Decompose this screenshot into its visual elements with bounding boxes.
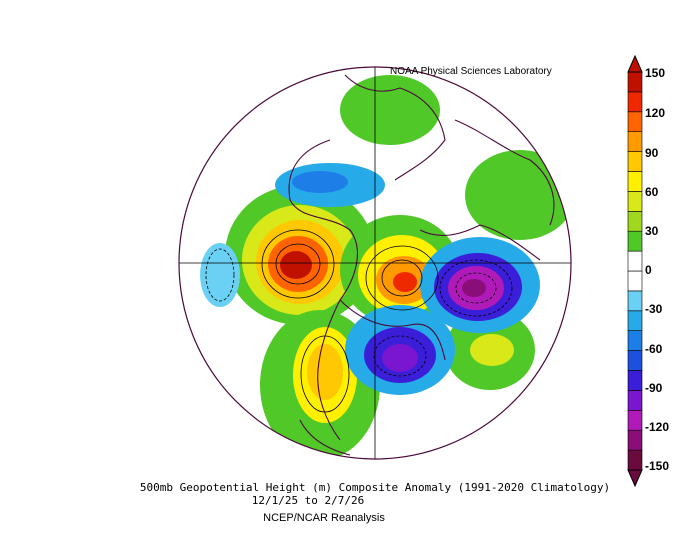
- colorbar-swatch: [627, 449, 643, 471]
- colorbar-swatch: [627, 290, 643, 312]
- colorbar-tick: 90: [645, 146, 659, 160]
- colorbar-swatch: [627, 250, 643, 272]
- colorbar-tick: 30: [645, 224, 659, 238]
- colorbar-swatch: [627, 270, 643, 292]
- colorbar-tick: 150: [645, 66, 666, 80]
- colorbar-swatch: [627, 111, 643, 133]
- credit-label: NOAA Physical Sciences Laboratory: [390, 66, 552, 77]
- colorbar-swatch: [627, 370, 643, 391]
- colorbar-tick: -90: [645, 381, 663, 395]
- colorbar-swatch: [627, 350, 643, 371]
- colorbar-swatch: [627, 390, 643, 411]
- colorbar-min-arrow: [627, 469, 643, 488]
- colorbar-swatch: [627, 211, 643, 232]
- colorbar-swatch: [627, 230, 643, 252]
- caption-dates: 12/1/25 to 2/7/26: [251, 494, 365, 507]
- colorbar-swatch: [627, 91, 643, 113]
- colorbar-tick: -150: [645, 459, 670, 473]
- caption-source: NCEP/NCAR Reanalysis: [263, 512, 385, 524]
- colorbar-swatch: [627, 131, 643, 152]
- colorbar-tick: -60: [645, 342, 663, 356]
- colorbar-tick: -30: [645, 302, 663, 316]
- colorbar-swatch: [627, 310, 643, 331]
- colorbar-swatch: [627, 71, 643, 93]
- colorbar-tick: 120: [645, 106, 666, 120]
- colorbar-tick: -120: [645, 420, 670, 434]
- colorbar-max-arrow: [627, 54, 643, 73]
- colorbar-tick: 60: [645, 185, 659, 199]
- colorbar-swatch: [627, 330, 643, 351]
- anomaly-field: [179, 67, 571, 459]
- coastlines: [288, 74, 555, 456]
- colorbar-swatch: [627, 171, 643, 192]
- colorbar-swatch: [627, 409, 643, 431]
- colorbar-swatch: [627, 151, 643, 172]
- colorbar-tick: 0: [645, 263, 652, 277]
- colorbar-swatch: [627, 429, 643, 451]
- colorbar-swatch: [627, 191, 643, 212]
- caption-title: 500mb Geopotential Height (m) Composite …: [139, 481, 611, 494]
- colorbar: [627, 54, 643, 488]
